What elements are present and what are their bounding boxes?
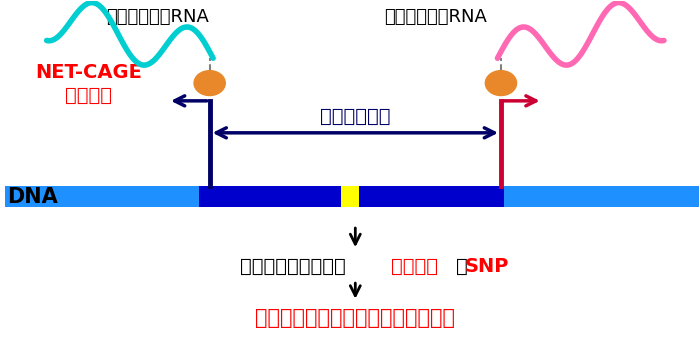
Text: や: や: [456, 257, 468, 276]
Text: エンハンサー: エンハンサー: [320, 107, 391, 126]
Text: DNA: DNA: [8, 188, 58, 208]
Text: シグナル: シグナル: [65, 86, 112, 105]
FancyBboxPatch shape: [5, 186, 699, 207]
FancyBboxPatch shape: [342, 186, 359, 207]
Text: がん・生活習慣病・アレルギー疾患: がん・生活習慣病・アレルギー疾患: [256, 308, 455, 328]
Text: 突然変異: 突然変異: [391, 257, 438, 276]
Text: エンハンサーRNA: エンハンサーRNA: [384, 8, 486, 26]
FancyBboxPatch shape: [199, 186, 505, 207]
Text: エンハンサーRNA: エンハンサーRNA: [106, 8, 209, 26]
Ellipse shape: [485, 71, 517, 96]
Text: エンハンサー領域の: エンハンサー領域の: [240, 257, 346, 276]
Text: NET-CAGE: NET-CAGE: [35, 63, 141, 82]
Ellipse shape: [194, 71, 225, 96]
Text: SNP: SNP: [464, 257, 509, 276]
